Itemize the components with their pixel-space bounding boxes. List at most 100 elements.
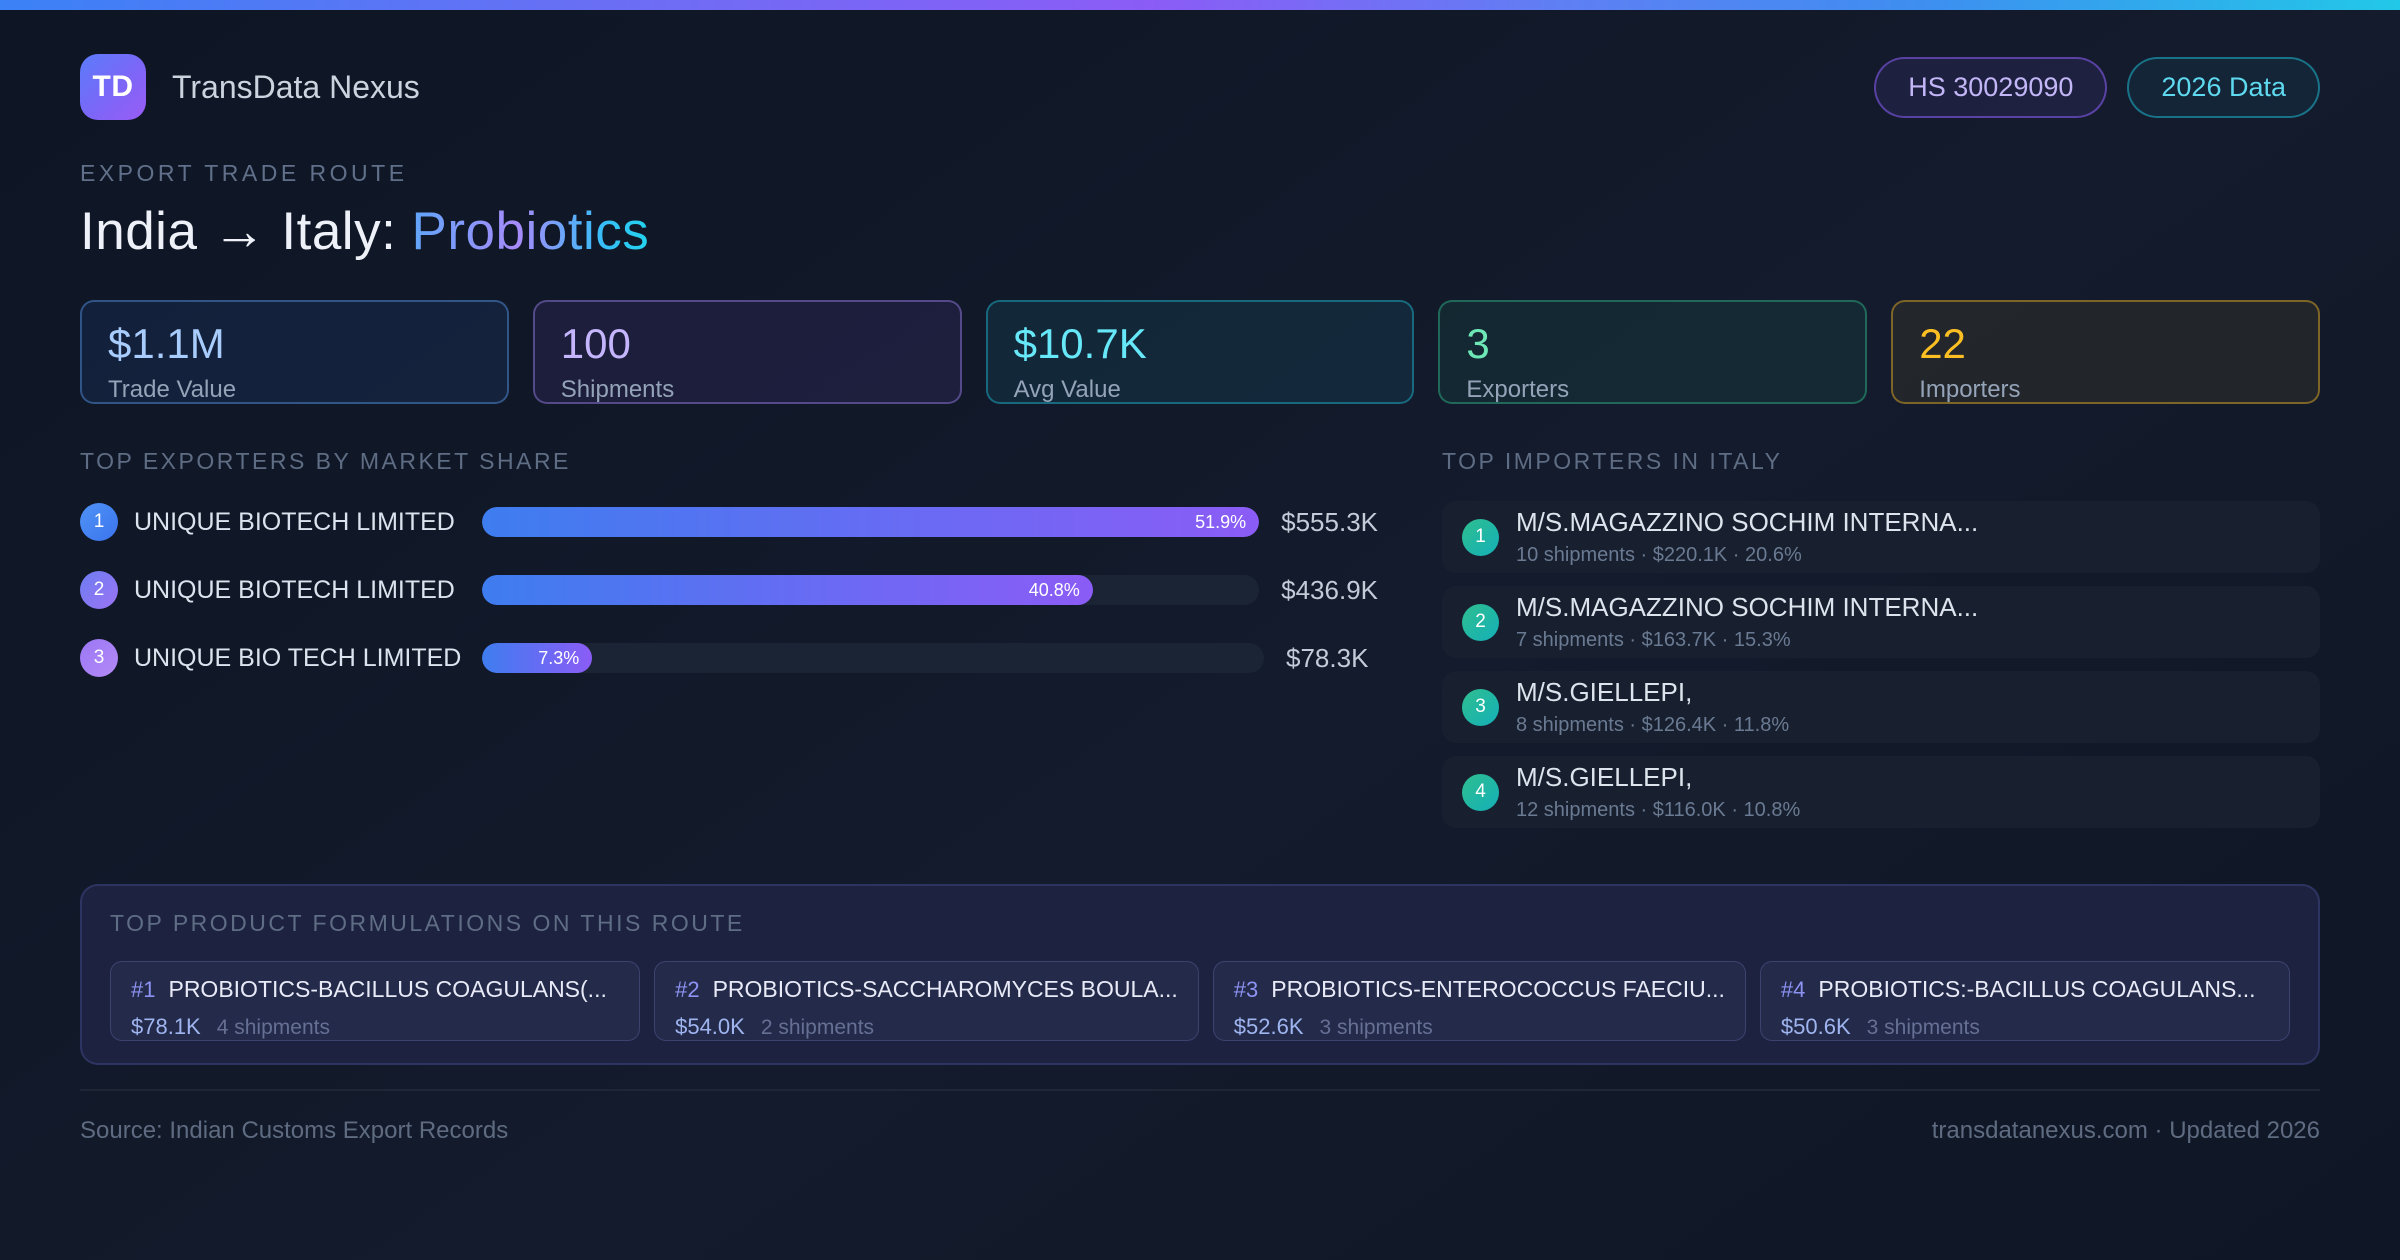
product-name: PROBIOTICS:-BACILLUS COAGULANS... [1818, 976, 2256, 1002]
importer-row[interactable]: 2 M/S.MAGAZZINO SOCHIM INTERNA... 7 ship… [1442, 586, 2320, 658]
rank-badge: 4 [1462, 773, 1499, 811]
product-shipments: 2 shipments [760, 1016, 875, 1039]
product-name: PROBIOTICS-BACILLUS COAGULANS(... [168, 976, 607, 1002]
importers-section-title: TOP IMPORTERS IN ITALY [1442, 448, 1783, 474]
market-share-bar-fill: 40.8% [482, 575, 1093, 605]
rank-badge: 2 [1462, 603, 1499, 641]
data-year-badge: 2026 Data [2127, 56, 2320, 118]
market-share-percent: 51.9% [1195, 511, 1247, 532]
brand: TD TransData Nexus [80, 54, 420, 120]
exporters-list: 1 UNIQUE BIOTECH LIMITED 51.9% $555.3K 2… [80, 503, 1378, 677]
stat-label: Shipments [560, 376, 675, 403]
brand-logo: TD [80, 54, 146, 120]
exporter-value: $436.9K [1281, 574, 1378, 605]
market-share-bar-track: 40.8% [482, 575, 1260, 605]
rank-badge: 2 [80, 571, 118, 609]
product-value: $78.1K [131, 1014, 201, 1039]
product-value: $50.6K [1780, 1014, 1851, 1039]
importer-row[interactable]: 3 M/S.GIELLEPI, 8 shipments · $126.4K · … [1442, 671, 2320, 743]
product-rank: #4 [1780, 977, 1806, 1002]
importer-detail: 12 shipments · $116.0K · 10.8% [1516, 799, 1801, 821]
market-share-percent: 7.3% [538, 647, 580, 668]
header: TD TransData Nexus HS 30029090 2026 Data [80, 54, 2320, 120]
stat-label: Importers [1919, 376, 2021, 403]
stat-label: Avg Value [1013, 376, 1121, 403]
exporter-name: UNIQUE BIOTECH LIMITED [134, 575, 455, 604]
rank-badge: 3 [1462, 688, 1499, 726]
product-rank: #1 [131, 977, 156, 1002]
product-card[interactable]: #1 PROBIOTICS-BACILLUS COAGULANS(... $78… [110, 961, 641, 1041]
importers-section: TOP IMPORTERS IN ITALY 1 M/S.MAGAZZINO S… [1442, 448, 2320, 841]
product-shipments: 4 shipments [216, 1016, 330, 1039]
source-note: Source: Indian Customs Export Records [80, 1117, 509, 1144]
header-badges: HS 30029090 2026 Data [1874, 56, 2320, 118]
importer-row[interactable]: 4 M/S.GIELLEPI, 12 shipments · $116.0K ·… [1442, 756, 2320, 828]
rank-badge: 3 [80, 639, 118, 677]
product-value: $52.6K [1233, 1014, 1304, 1039]
market-share-percent: 40.8% [1028, 579, 1080, 600]
exporter-name: UNIQUE BIO TECH LIMITED [134, 643, 462, 672]
exporter-value: $555.3K [1281, 506, 1378, 537]
importer-detail: 8 shipments · $126.4K · 11.8% [1516, 714, 1790, 736]
product-card[interactable]: #2 PROBIOTICS-SACCHAROMYCES BOULA... $54… [654, 961, 1199, 1041]
stat-value: 22 [1919, 320, 1966, 367]
importer-row[interactable]: 1 M/S.MAGAZZINO SOCHIM INTERNA... 10 shi… [1442, 501, 2320, 573]
market-share-bar-fill: 7.3% [482, 643, 593, 673]
stat-card-importers: 22 Importers [1891, 300, 2320, 404]
market-share-bar-fill: 51.9% [482, 507, 1260, 537]
products-list: #1 PROBIOTICS-BACILLUS COAGULANS(... $78… [110, 961, 2291, 1041]
product-card[interactable]: #3 PROBIOTICS-ENTEROCOCCUS FAECIU... $52… [1212, 961, 1746, 1041]
importer-detail: 7 shipments · $163.7K · 15.3% [1516, 629, 1791, 651]
stat-value: 3 [1466, 320, 1490, 367]
exporter-name: UNIQUE BIOTECH LIMITED [134, 507, 455, 536]
importer-name: M/S.GIELLEPI, [1516, 762, 1693, 792]
importers-list: 1 M/S.MAGAZZINO SOCHIM INTERNA... 10 shi… [1442, 501, 2320, 828]
hero: EXPORT TRADE ROUTE India → Italy: Probio… [80, 160, 2320, 262]
importer-name: M/S.GIELLEPI, [1516, 677, 1693, 707]
product-value: $54.0K [675, 1014, 745, 1039]
importer-name: M/S.MAGAZZINO SOCHIM INTERNA... [1516, 507, 1979, 537]
page-title: India → Italy: Probiotics [80, 201, 2320, 262]
stat-value: $1.1M [108, 320, 225, 367]
exporter-value: $78.3K [1286, 642, 1369, 673]
product-card[interactable]: #4 PROBIOTICS:-BACILLUS COAGULANS... $50… [1759, 961, 2291, 1041]
market-share-bar-track: 7.3% [482, 643, 1264, 673]
hs-code-badge: HS 30029090 [1874, 56, 2108, 118]
product-title: Probiotics [411, 202, 650, 261]
stat-value: $10.7K [1013, 320, 1147, 367]
product-shipments: 3 shipments [1319, 1016, 1433, 1039]
page-container: TD TransData Nexus HS 30029090 2026 Data… [0, 54, 2400, 1145]
product-name: PROBIOTICS-SACCHAROMYCES BOULA... [712, 976, 1178, 1002]
products-panel: TOP PRODUCT FORMULATIONS ON THIS ROUTE #… [80, 884, 2320, 1065]
exporters-section-title: TOP EXPORTERS BY MARKET SHARE [80, 448, 571, 474]
rank-badge: 1 [1462, 518, 1499, 556]
eyebrow-label: EXPORT TRADE ROUTE [80, 160, 408, 186]
product-shipments: 3 shipments [1866, 1016, 1980, 1039]
accent-topbar [0, 0, 2400, 10]
rank-badge: 1 [80, 503, 118, 541]
stat-label: Exporters [1466, 376, 1570, 403]
stat-label: Trade Value [108, 376, 237, 403]
stat-card-avg-value: $10.7K Avg Value [985, 300, 1415, 404]
importer-name: M/S.MAGAZZINO SOCHIM INTERNA... [1516, 592, 1979, 622]
exporters-section: TOP EXPORTERS BY MARKET SHARE 1 UNIQUE B… [80, 448, 1378, 841]
stat-card-exporters: 3 Exporters [1438, 300, 1868, 404]
products-section-title: TOP PRODUCT FORMULATIONS ON THIS ROUTE [110, 910, 745, 936]
site-note: transdatanexus.com · Updated 2026 [1931, 1117, 2320, 1144]
footer: Source: Indian Customs Export Records tr… [80, 1089, 2320, 1145]
route-title: India → Italy: [80, 202, 397, 261]
product-name: PROBIOTICS-ENTEROCOCCUS FAECIU... [1271, 976, 1725, 1002]
content-columns: TOP EXPORTERS BY MARKET SHARE 1 UNIQUE B… [80, 448, 2320, 841]
exporter-row[interactable]: 1 UNIQUE BIOTECH LIMITED 51.9% $555.3K [80, 503, 1378, 541]
market-share-bar-track: 51.9% [482, 507, 1260, 537]
stat-card-trade-value: $1.1M Trade Value [80, 300, 509, 404]
brand-name: TransData Nexus [172, 68, 420, 105]
product-rank: #2 [675, 977, 700, 1002]
exporter-row[interactable]: 3 UNIQUE BIO TECH LIMITED 7.3% $78.3K [80, 639, 1378, 677]
importer-detail: 10 shipments · $220.1K · 20.6% [1516, 544, 1802, 566]
exporter-row[interactable]: 2 UNIQUE BIOTECH LIMITED 40.8% $436.9K [80, 571, 1378, 609]
product-rank: #3 [1233, 977, 1259, 1002]
stat-value: 100 [560, 320, 631, 367]
stat-card-shipments: 100 Shipments [532, 300, 962, 404]
stat-cards: $1.1M Trade Value 100 Shipments $10.7K A… [80, 300, 2320, 404]
